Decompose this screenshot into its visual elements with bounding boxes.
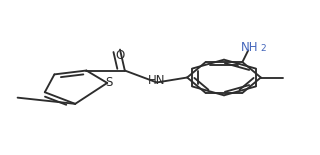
Text: NH: NH bbox=[241, 40, 259, 53]
Text: 2: 2 bbox=[260, 44, 266, 53]
Text: S: S bbox=[105, 76, 113, 89]
Text: HN: HN bbox=[148, 74, 165, 87]
Text: O: O bbox=[116, 49, 125, 62]
